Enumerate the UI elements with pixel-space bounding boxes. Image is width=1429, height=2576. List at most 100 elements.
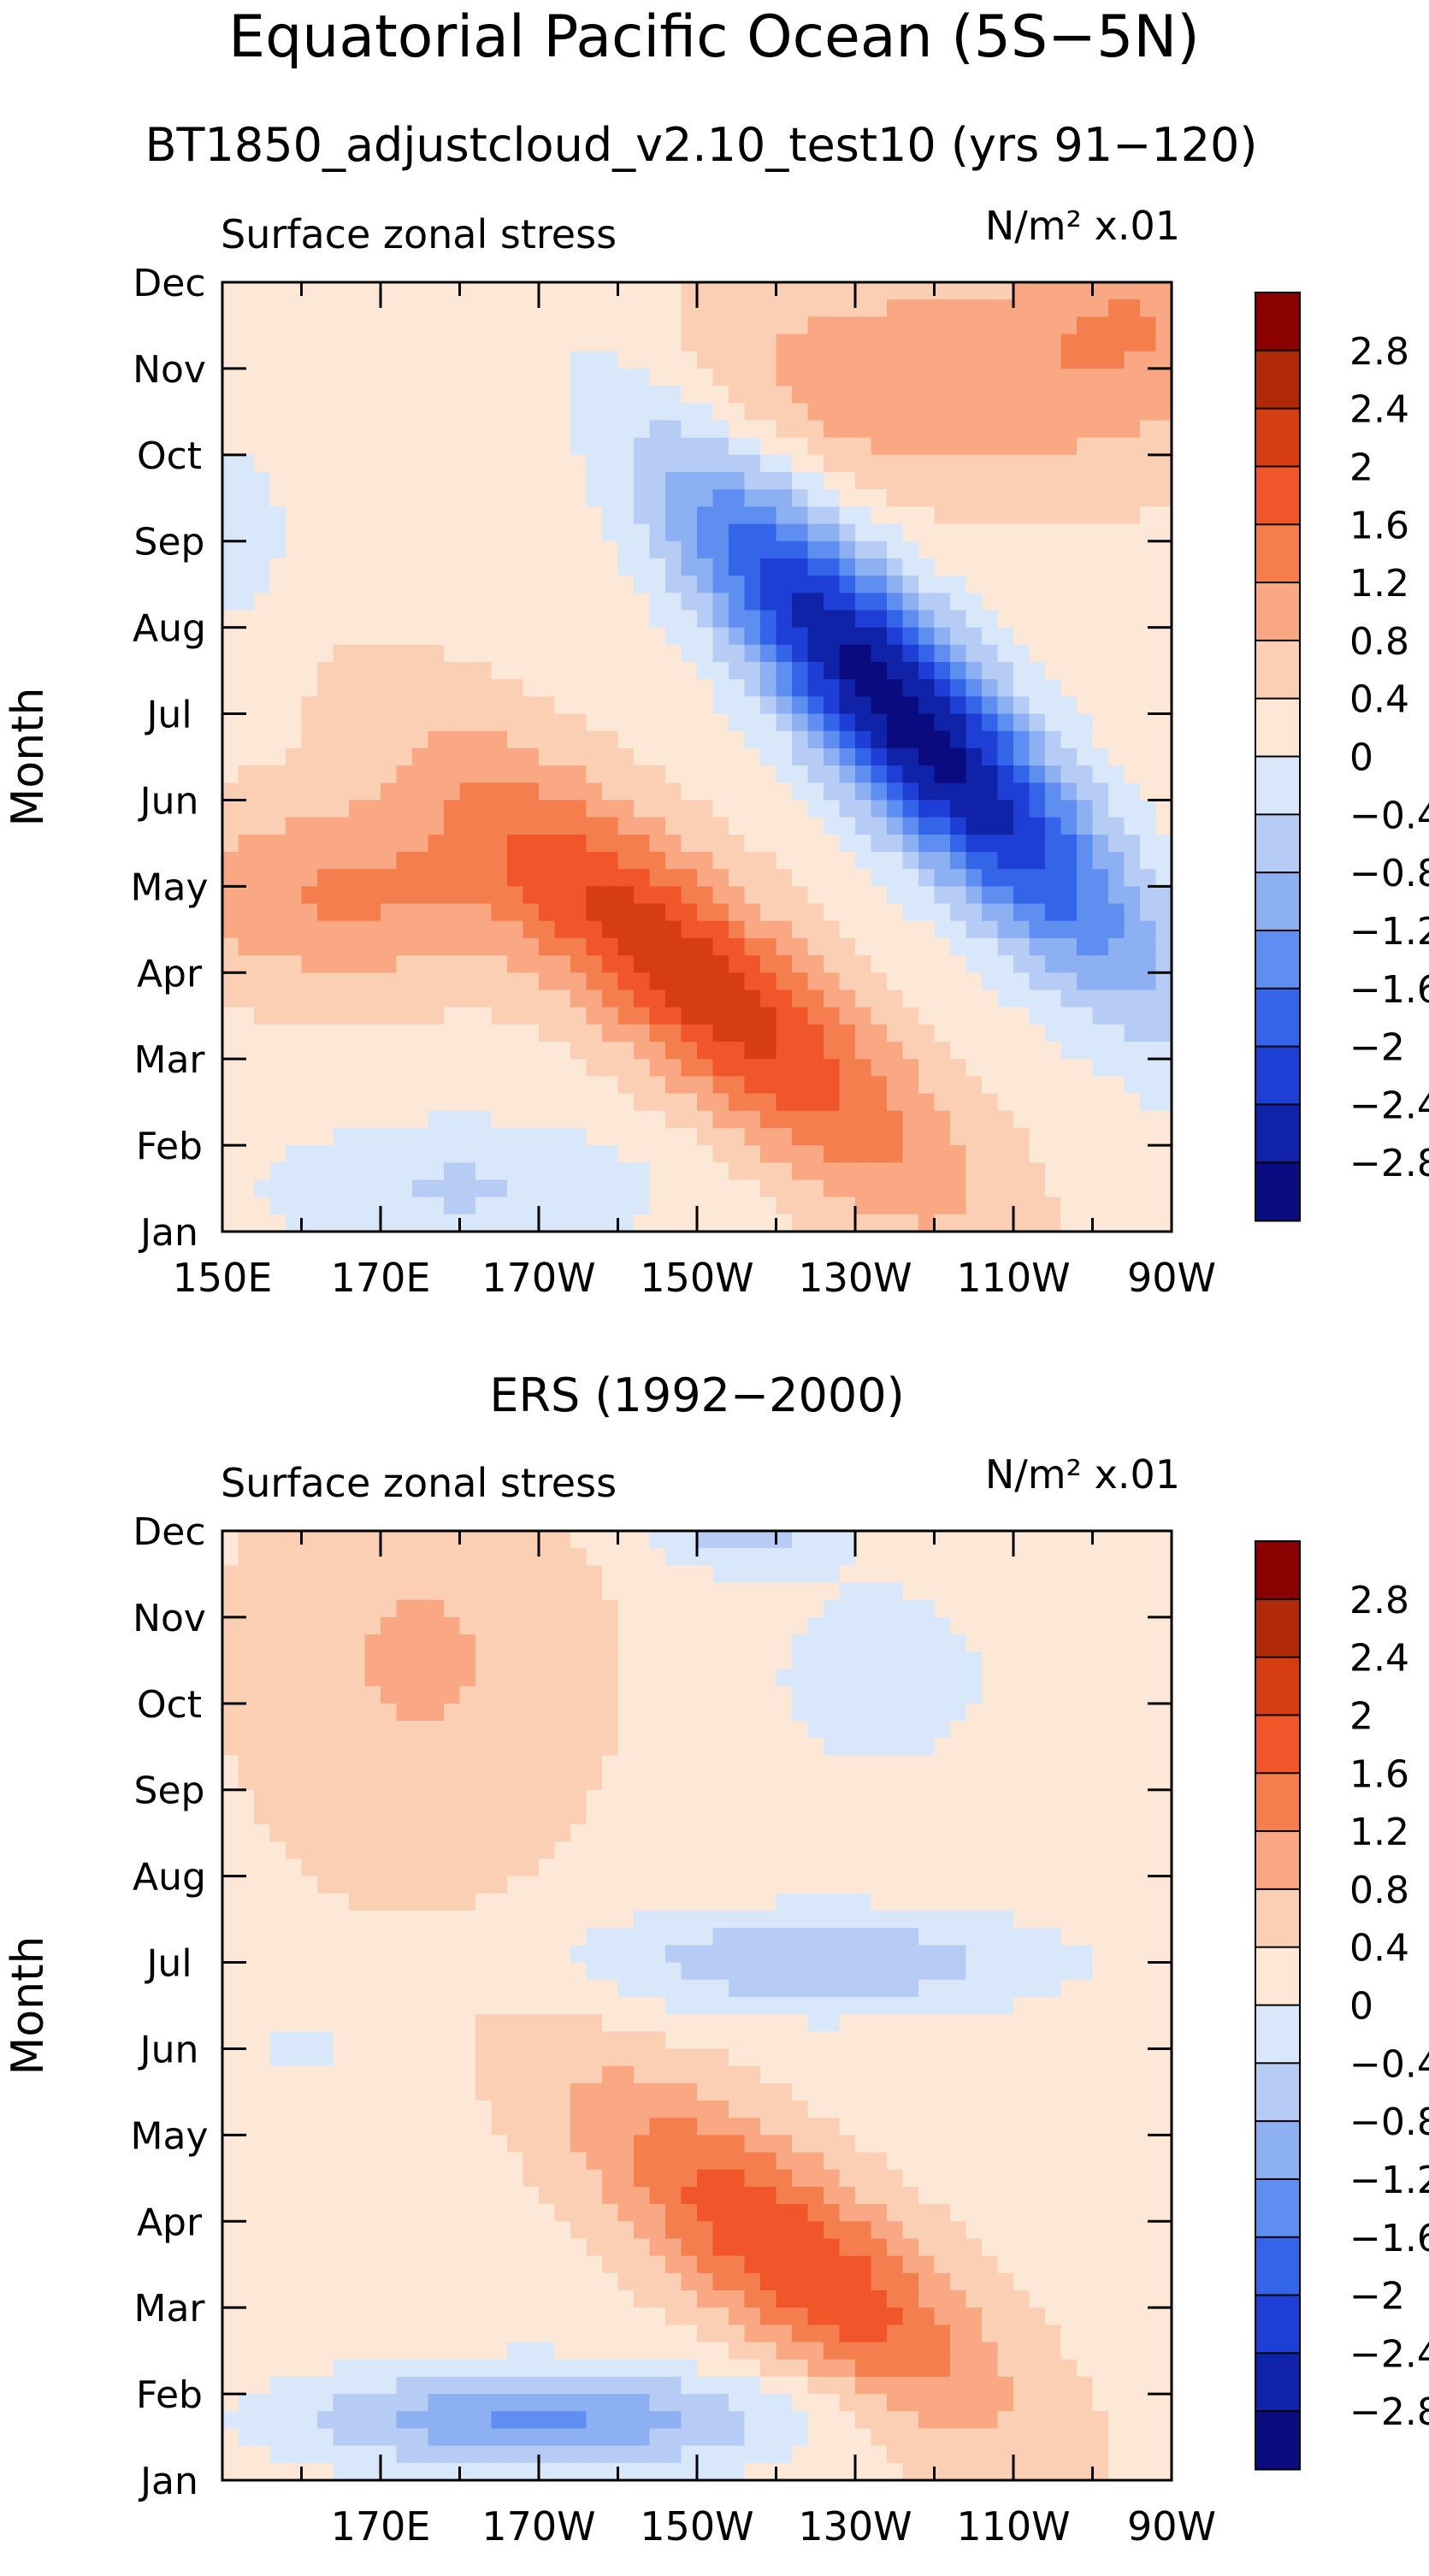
contour-cell <box>760 852 777 870</box>
contour-cell <box>649 1110 666 1129</box>
contour-cell <box>824 1007 841 1025</box>
contour-cell <box>602 1196 619 1215</box>
contour-cell <box>1060 1962 1078 1981</box>
colorbar-swatch <box>1255 1161 1301 1222</box>
contour-cell <box>238 610 255 629</box>
contour-cell <box>1108 1824 1125 1842</box>
contour-cell <box>301 1979 318 1998</box>
contour-cell <box>807 1876 824 1894</box>
contour-cell <box>428 713 445 732</box>
contour-cell <box>760 1911 777 1929</box>
contour-cell <box>1060 955 1078 973</box>
contour-cell <box>412 1616 429 1635</box>
contour-cell <box>965 1093 983 1112</box>
contour-cell <box>491 1582 508 1601</box>
contour-cell <box>729 644 746 663</box>
contour-cell <box>1077 1858 1094 1877</box>
contour-cell <box>396 1893 413 1911</box>
contour-cell <box>665 1911 682 1929</box>
contour-cell <box>712 1616 729 1635</box>
contour-cell <box>444 730 461 749</box>
contour-cell <box>871 489 888 507</box>
contour-cell <box>997 368 1014 387</box>
contour-cell <box>459 472 476 490</box>
contour-cell <box>396 1911 413 1929</box>
contour-cell <box>459 834 476 853</box>
contour-cell <box>902 593 919 612</box>
contour-cell <box>459 1531 476 1549</box>
contour-cell <box>1140 1962 1157 1981</box>
contour-cell <box>1060 1824 1078 1842</box>
contour-cell <box>254 627 271 646</box>
contour-cell <box>222 713 239 732</box>
contour-cell <box>617 972 635 991</box>
contour-cell <box>554 454 571 473</box>
contour-cell <box>269 1024 286 1043</box>
contour-cell <box>807 937 824 956</box>
contour-cell <box>602 730 619 749</box>
contour-cell <box>286 713 303 732</box>
contour-cell <box>1092 1789 1109 1808</box>
contour-cell <box>839 920 856 939</box>
contour-cell <box>1029 1110 1046 1129</box>
contour-cell <box>982 920 999 939</box>
contour-cell <box>617 1548 635 1566</box>
contour-cell <box>634 420 651 439</box>
contour-cell <box>792 1024 809 1043</box>
contour-cell <box>428 627 445 646</box>
contour-cell <box>317 1162 334 1181</box>
contour-cell <box>982 1876 999 1894</box>
contour-cell <box>444 1616 461 1635</box>
contour-cell <box>381 1789 398 1808</box>
contour-cell <box>1155 1162 1172 1181</box>
contour-cell <box>1013 730 1030 749</box>
contour-cell <box>301 990 318 1008</box>
contour-cell <box>902 1703 919 1722</box>
colorbar-label: −2.8 <box>1349 1142 1429 1185</box>
contour-cell <box>729 1634 746 1652</box>
contour-cell <box>428 1806 445 1825</box>
contour-cell <box>1108 523 1125 542</box>
contour-cell <box>254 1076 271 1095</box>
contour-cell <box>1045 523 1062 542</box>
contour-cell <box>982 1162 999 1181</box>
contour-cell <box>1060 1024 1078 1043</box>
contour-cell <box>744 937 761 956</box>
colorbar-label: −2 <box>1349 1026 1405 1070</box>
contour-cell <box>617 1893 635 1911</box>
contour-cell <box>1140 730 1157 749</box>
contour-cell <box>570 1772 588 1791</box>
contour-cell <box>222 1789 239 1808</box>
contour-cell <box>1140 1145 1157 1163</box>
contour-cell <box>855 644 872 663</box>
contour-cell <box>269 1179 286 1198</box>
contour-cell <box>982 420 999 439</box>
contour-cell <box>459 1582 476 1601</box>
contour-cell <box>459 1721 476 1739</box>
contour-cell <box>586 800 603 818</box>
contour-cell <box>570 1789 588 1808</box>
contour-cell <box>1045 1772 1062 1791</box>
contour-cell <box>586 1738 603 1756</box>
contour-cell <box>649 920 666 939</box>
contour-cell <box>965 920 983 939</box>
contour-cell <box>491 644 508 663</box>
contour-cell <box>269 1059 286 1077</box>
contour-cell <box>333 1876 350 1894</box>
contour-cell <box>617 1928 635 1946</box>
contour-cell <box>792 1616 809 1635</box>
contour-cell <box>902 1110 919 1129</box>
contour-cell <box>792 730 809 749</box>
contour-cell <box>554 523 571 542</box>
contour-cell <box>1077 506 1094 525</box>
contour-cell <box>712 1582 729 1601</box>
contour-cell <box>539 454 556 473</box>
contour-cell <box>902 886 919 905</box>
contour-cell <box>539 1911 556 1929</box>
contour-cell <box>887 1911 904 1929</box>
panel-1-right-label: N/m² x.01 <box>985 203 1180 249</box>
contour-cell <box>950 610 967 629</box>
contour-cell <box>634 1093 651 1112</box>
contour-cell <box>254 1945 271 1964</box>
contour-cell <box>776 1772 793 1791</box>
